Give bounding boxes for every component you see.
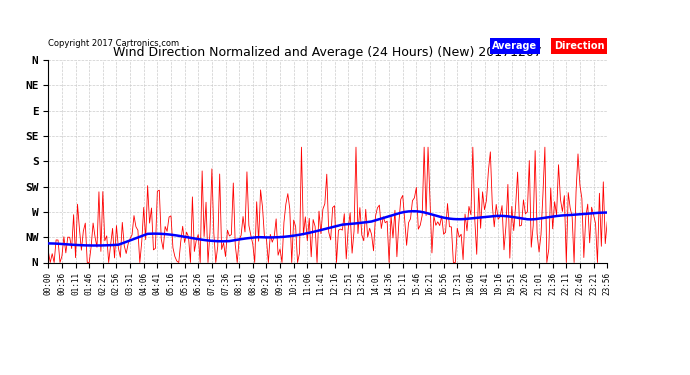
Title: Wind Direction Normalized and Average (24 Hours) (New) 20171207: Wind Direction Normalized and Average (2… — [113, 46, 542, 59]
Text: Direction: Direction — [554, 41, 604, 51]
Text: Copyright 2017 Cartronics.com: Copyright 2017 Cartronics.com — [48, 39, 179, 48]
Text: Average: Average — [493, 41, 538, 51]
